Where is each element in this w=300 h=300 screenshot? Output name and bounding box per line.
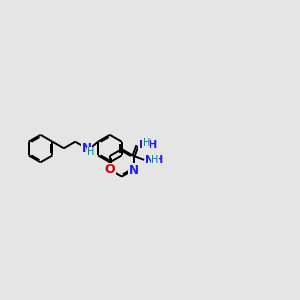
Text: H: H: [142, 138, 150, 148]
Text: N: N: [82, 142, 92, 155]
Text: N: N: [129, 164, 139, 177]
Text: NH: NH: [139, 140, 157, 150]
Text: H: H: [151, 155, 158, 165]
Text: NH: NH: [145, 155, 163, 165]
Text: O: O: [104, 163, 115, 176]
Text: H: H: [87, 147, 94, 157]
